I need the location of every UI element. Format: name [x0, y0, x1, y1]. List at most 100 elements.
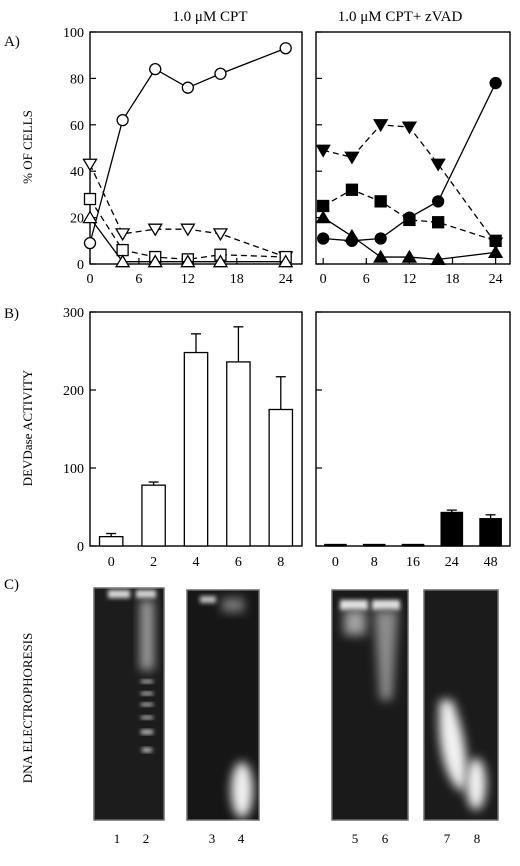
x-tick-label: 2 [150, 555, 157, 570]
lane-label: 2 [143, 831, 150, 846]
panel-c-letter: C) [4, 577, 19, 593]
bar [98, 535, 124, 547]
y-tick-label: 40 [70, 165, 84, 180]
point-square [317, 199, 330, 213]
x-tick-label: 6 [363, 272, 370, 287]
point-triangle-down [373, 119, 389, 133]
x-tick-label: 0 [87, 272, 94, 287]
bar [401, 543, 425, 547]
lane-label: 1 [114, 831, 121, 846]
point-circle [374, 232, 387, 245]
y-tick-label: 80 [70, 72, 84, 87]
x-tick-label: 24 [445, 555, 459, 570]
panel-b-letter: B) [4, 306, 19, 322]
lane-label: 7 [444, 831, 451, 846]
point-triangle-down [82, 158, 98, 172]
gel-lanes-5-6 [331, 589, 409, 821]
series-line [89, 47, 286, 244]
point-triangle-up [401, 249, 418, 263]
point-triangle-up [212, 254, 229, 268]
x-tick-label: 12 [402, 272, 416, 287]
point-circle [279, 42, 292, 55]
x-tick-label: 24 [279, 272, 293, 287]
point-circle [489, 76, 502, 90]
point-triangle-down [147, 223, 163, 237]
point-square [489, 234, 502, 247]
ylabel-a: % OF CELLS [20, 110, 35, 184]
y-tick-label: 0 [77, 540, 84, 555]
point-triangle-down [344, 151, 360, 165]
point-circle [431, 195, 445, 208]
title-right: 1.0 μM CPT+ zVAD [338, 9, 463, 25]
point-triangle-up [344, 228, 360, 242]
plot-frame [315, 311, 511, 547]
point-circle [116, 114, 129, 127]
chart-a-left: 0 20 40 60 80 100 0 6 12 18 24 [63, 26, 303, 287]
point-triangle-down [180, 223, 196, 237]
series-line [89, 198, 286, 261]
chart-b-left: 0 100 200 300 0 2 4 6 8 [63, 306, 303, 570]
point-triangle-up [180, 254, 196, 268]
x-tick-label: 18 [230, 272, 244, 287]
series-line [89, 163, 286, 258]
panel-a-letter: A) [4, 34, 20, 50]
y-tick-label: 60 [70, 119, 84, 134]
series-line [322, 189, 496, 242]
point-circle [214, 67, 227, 80]
point-circle [181, 81, 194, 94]
point-circle [317, 232, 330, 245]
point-square [345, 183, 359, 196]
x-tick-label: 6 [235, 555, 242, 570]
gel-lanes-3-4 [186, 589, 260, 821]
series-line [322, 217, 496, 261]
y-tick-label: 0 [77, 258, 84, 273]
bar [362, 543, 386, 547]
x-tick-label: 6 [135, 272, 142, 287]
gel-lane-labels: 1 2 3 4 5 6 7 8 [114, 831, 481, 846]
lane-label: 8 [474, 831, 481, 846]
bar [440, 511, 464, 547]
x-tick-label: 18 [446, 272, 460, 287]
bar [183, 351, 209, 547]
bar [324, 543, 347, 547]
series-line [89, 217, 286, 263]
point-circle [149, 62, 162, 76]
point-triangle-up [487, 245, 504, 259]
bar [268, 408, 294, 547]
y-tick-label: 100 [63, 26, 84, 41]
point-triangle-down [315, 144, 331, 158]
bar [226, 361, 251, 547]
x-tick-label: 24 [489, 272, 503, 287]
y-tick-label: 20 [70, 212, 84, 227]
point-triangle-up [315, 210, 331, 224]
x-tick-label: 0 [320, 272, 327, 287]
gel-lanes-1-2 [93, 587, 165, 821]
x-tick-label: 48 [484, 555, 498, 570]
point-triangle-down [212, 228, 229, 242]
point-square [116, 243, 129, 257]
x-tick-label: 4 [193, 555, 200, 570]
point-square [374, 195, 387, 208]
lane-label: 6 [382, 831, 389, 846]
point-triangle-down [114, 228, 131, 242]
point-triangle-up [373, 249, 389, 263]
title-left: 1.0 μM CPT [172, 9, 247, 25]
y-tick-label: 300 [63, 306, 84, 321]
x-tick-label: 8 [277, 555, 284, 570]
bar [479, 518, 502, 547]
point-triangle-down [430, 158, 446, 172]
point-square [431, 216, 445, 229]
chart-a-right: 0 6 12 18 24 [315, 31, 511, 287]
point-triangle-up [82, 210, 98, 224]
point-square [83, 192, 97, 206]
plot-frame [315, 31, 511, 265]
point-triangle-up [278, 254, 294, 268]
lane-label: 3 [209, 831, 216, 846]
gel-lanes-7-8 [423, 589, 499, 821]
y-tick-label: 200 [63, 384, 84, 399]
bar [141, 484, 166, 547]
point-triangle-up [147, 254, 163, 268]
ylabel-b: DEVDase ACTIVITY [20, 369, 35, 486]
x-tick-label: 0 [332, 555, 339, 570]
